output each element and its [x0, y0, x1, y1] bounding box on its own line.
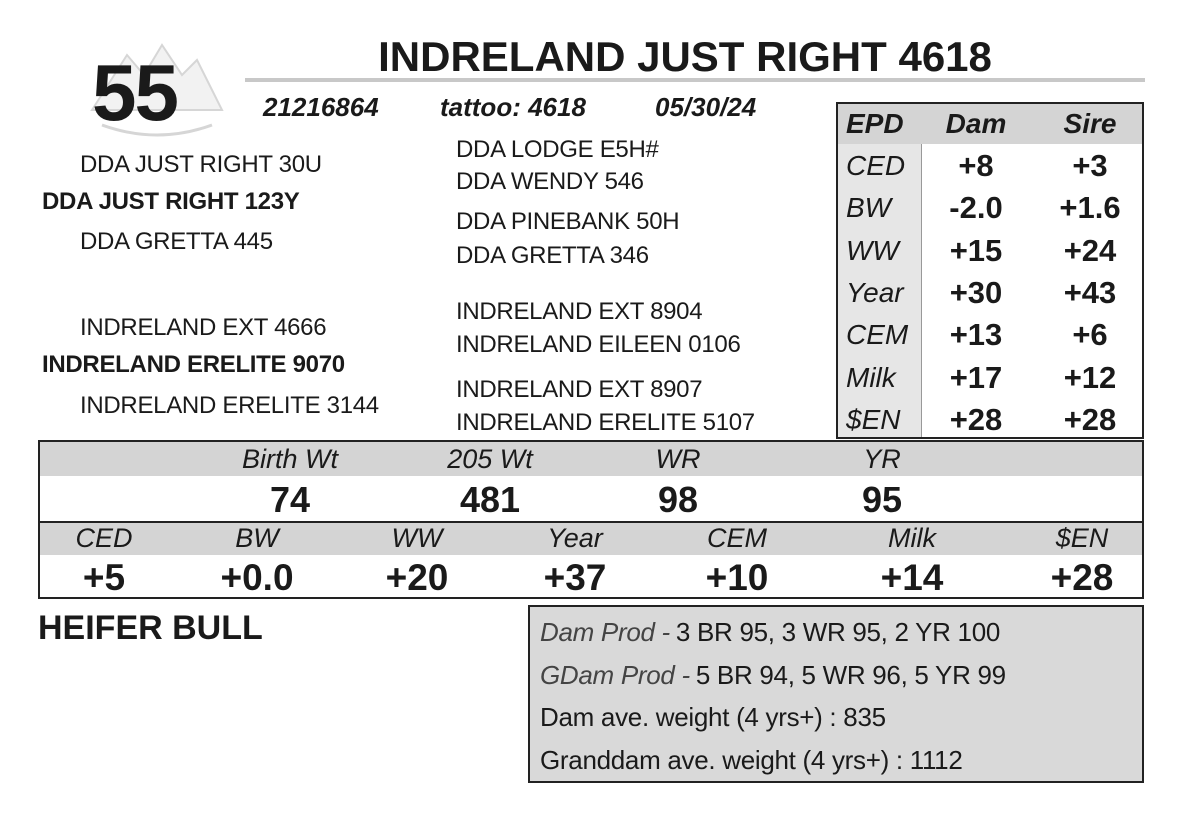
production-line: Dam Prod -3 BR 95, 3 WR 95, 2 YR 100 [540, 615, 1000, 649]
dam-dam: INDRELAND ERELITE 3144 [80, 392, 379, 419]
dam-sire: INDRELAND EXT 4666 [80, 314, 327, 341]
production-label: GDam Prod - [540, 659, 690, 690]
epd-header: Milk [888, 523, 936, 553]
perf-value: 95 [861, 479, 903, 520]
epd-label: BW [846, 192, 892, 224]
epd-value: +37 [543, 557, 607, 598]
tattoo: tattoo: 4618 [440, 92, 586, 122]
production-line: Granddam ave. weight (4 yrs+) : 1112 [540, 743, 963, 777]
epd-value: +20 [385, 557, 449, 598]
grandparent: DDA PINEBANK 50H [456, 208, 680, 235]
logo [90, 43, 224, 137]
epd-label: CEM [846, 319, 909, 351]
epd-value: +15 [949, 232, 1003, 268]
perf-value: 98 [657, 479, 699, 520]
perf-header: WR [655, 444, 701, 474]
epd-value: +24 [1063, 232, 1117, 268]
epd-header: Year [547, 523, 603, 553]
performance-box: Birth Wt 74 205 Wt 481 WR 98 YR 95 CED +5 BW +0.0 WW… [38, 440, 1144, 599]
epd-header: Dam [945, 108, 1007, 139]
epd-header: WW [391, 523, 443, 553]
production-text: 5 BR 94, 5 WR 96, 5 YR 99 [695, 659, 1006, 690]
grandparent: DDA WENDY 546 [456, 168, 644, 195]
epd-label: Year [846, 276, 904, 308]
grandparent: INDRELAND EILEEN 0106 [456, 331, 741, 358]
epd-value: +3 [1072, 148, 1108, 183]
note: HEIFER BULL [38, 609, 263, 647]
epd-value: +1.6 [1059, 190, 1121, 226]
grandparent: INDRELAND EXT 8904 [456, 298, 703, 325]
epd-header: CED [75, 523, 133, 553]
epd-value: -2.0 [949, 190, 1003, 226]
epd-value: +12 [1063, 359, 1117, 395]
production-label: Dam Prod - [540, 617, 670, 647]
grandparent: DDA LODGE E5H# [456, 136, 659, 163]
sire: DDA JUST RIGHT 123Y [42, 188, 300, 215]
epd-header: BW [235, 523, 279, 553]
epd-label: WW [846, 234, 899, 266]
epd-header: $EN [1055, 523, 1109, 553]
epd-value: +0.0 [220, 557, 294, 598]
epd-label: Milk [846, 361, 896, 393]
epd-value: +43 [1063, 274, 1117, 310]
perf-value: 74 [269, 479, 311, 520]
epd-value: +8 [958, 148, 994, 183]
epd-value: +28 [1050, 557, 1114, 598]
epd-value: +5 [82, 557, 126, 598]
epd-header: Sire [1063, 108, 1117, 139]
epd-value: +30 [949, 274, 1003, 310]
production-text: 3 BR 95, 3 WR 95, 2 YR 100 [675, 617, 1001, 647]
epd-table: EPD Dam Sire CED +8 +3 BW -2.0 +1.6 WW +15 +24 Year +… [836, 102, 1144, 439]
grandparent: INDRELAND EXT 8907 [456, 376, 703, 403]
lot-number: 55 [92, 48, 179, 137]
epd-value: +28 [949, 401, 1003, 437]
grandparent: INDRELAND ERELITE 5107 [456, 409, 755, 436]
perf-header: 205 Wt [447, 444, 533, 474]
production-line: Dam ave. weight (4 yrs+) : 835 [540, 700, 886, 734]
epd-header: CEM [707, 523, 767, 553]
production-box: Dam Prod -3 BR 95, 3 WR 95, 2 YR 100 GDam… [528, 605, 1144, 783]
perf-header: YR [863, 444, 901, 474]
epd-value: +10 [705, 557, 769, 598]
animal-name: INDRELAND JUST RIGHT 4618 [378, 33, 992, 80]
birth-date: 05/30/24 [655, 92, 757, 122]
production-text: Dam ave. weight (4 yrs+) : 835 [540, 702, 886, 732]
epd-value: +13 [949, 317, 1003, 353]
epd-value: +6 [1072, 317, 1108, 353]
epd-label: $EN [846, 403, 901, 435]
epd-label-bg [838, 144, 922, 437]
epd-value: +28 [1063, 401, 1117, 437]
dam: INDRELAND ERELITE 9070 [42, 351, 345, 378]
perf-header-bg [40, 442, 1142, 476]
sire-sire: DDA JUST RIGHT 30U [80, 151, 322, 178]
epd-value: +14 [880, 557, 944, 598]
production-line: GDam Prod -5 BR 94, 5 WR 96, 5 YR 99 [540, 658, 1006, 692]
registration: 21216864 [263, 92, 379, 122]
perf-header: Birth Wt [241, 444, 339, 474]
epd-value: +17 [949, 359, 1003, 395]
epd-label: CED [846, 150, 906, 181]
sire-dam: DDA GRETTA 445 [80, 228, 273, 255]
grandparent: DDA GRETTA 346 [456, 242, 649, 269]
production-text: Granddam ave. weight (4 yrs+) : 1112 [540, 744, 963, 775]
title-rule [245, 78, 1145, 82]
epd-header: EPD [846, 108, 904, 139]
epd-header-bg [40, 521, 1142, 555]
perf-value: 481 [459, 479, 521, 520]
epd-header-bg [838, 104, 1142, 144]
